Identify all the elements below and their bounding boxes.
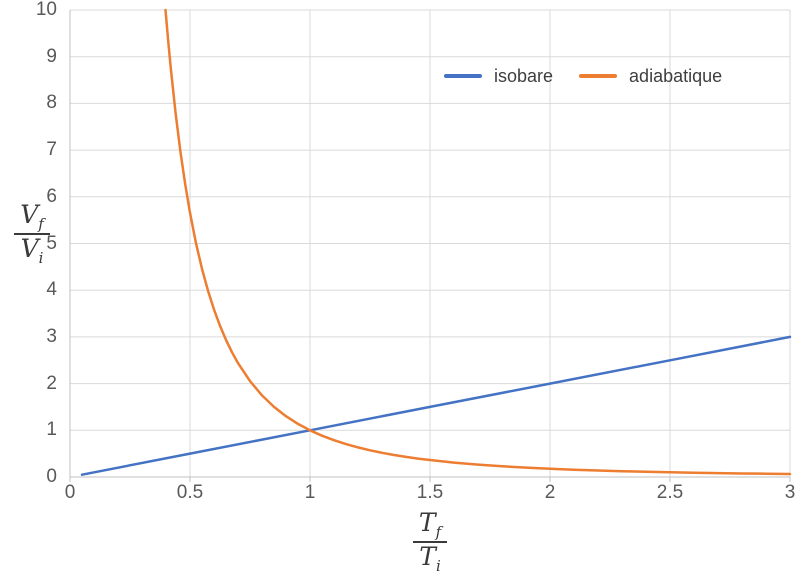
adiabatique-line xyxy=(164,8,792,476)
y-axis-tick-label: 1 xyxy=(46,419,57,441)
y-axis-fraction: Vf Vi xyxy=(14,201,50,267)
legend-label-isobare: isobare xyxy=(494,65,554,86)
adiabatique-line-swatch xyxy=(579,74,618,78)
y-axis-tick-label: 10 xyxy=(35,0,57,20)
y-axis-tick-label: 0 xyxy=(46,466,57,487)
y-axis-tick-label: 9 xyxy=(46,45,57,67)
y-axis-denominator: Vi xyxy=(14,232,50,267)
x-axis-tick-label: 2.5 xyxy=(656,482,684,503)
legend-label-adiabatique: adiabatique xyxy=(629,65,723,86)
y-axis-tick-label: 4 xyxy=(46,279,57,301)
x-axis-tick-label: 1 xyxy=(304,482,316,503)
isobare-line-swatch xyxy=(444,74,482,78)
legend-item-isobare: isobare xyxy=(444,66,553,87)
x-axis-denominator: Ti xyxy=(412,540,448,575)
y-axis-tick-label: 3 xyxy=(46,325,57,347)
x-axis-tick-label: 2 xyxy=(544,482,556,503)
x-axis-tick-label: 0 xyxy=(64,482,76,503)
x-axis-tick-label: 3 xyxy=(784,482,796,503)
y-axis-tick-label: 2 xyxy=(46,372,57,394)
y-axis-tick-label: 7 xyxy=(46,139,57,161)
x-axis-title: Tf Ti xyxy=(396,509,464,575)
legend-item-adiabatique: adiabatique xyxy=(579,66,722,87)
x-axis-fraction: Tf Ti xyxy=(412,508,448,575)
y-axis-tick-label: 8 xyxy=(46,92,57,114)
x-axis-tick-label: 1.5 xyxy=(416,482,444,503)
y-axis-tick-label: 5 xyxy=(46,232,57,254)
isobare-line xyxy=(80,335,792,476)
y-axis-tick-label: 6 xyxy=(46,185,57,207)
chart-legend: isobare adiabatique xyxy=(444,62,722,90)
y-axis-numerator: Vf xyxy=(20,200,44,233)
x-axis-numerator: Tf xyxy=(418,508,442,541)
y-axis-title: Vf Vi xyxy=(2,201,62,267)
x-axis-tick-label: 0.5 xyxy=(176,482,204,503)
